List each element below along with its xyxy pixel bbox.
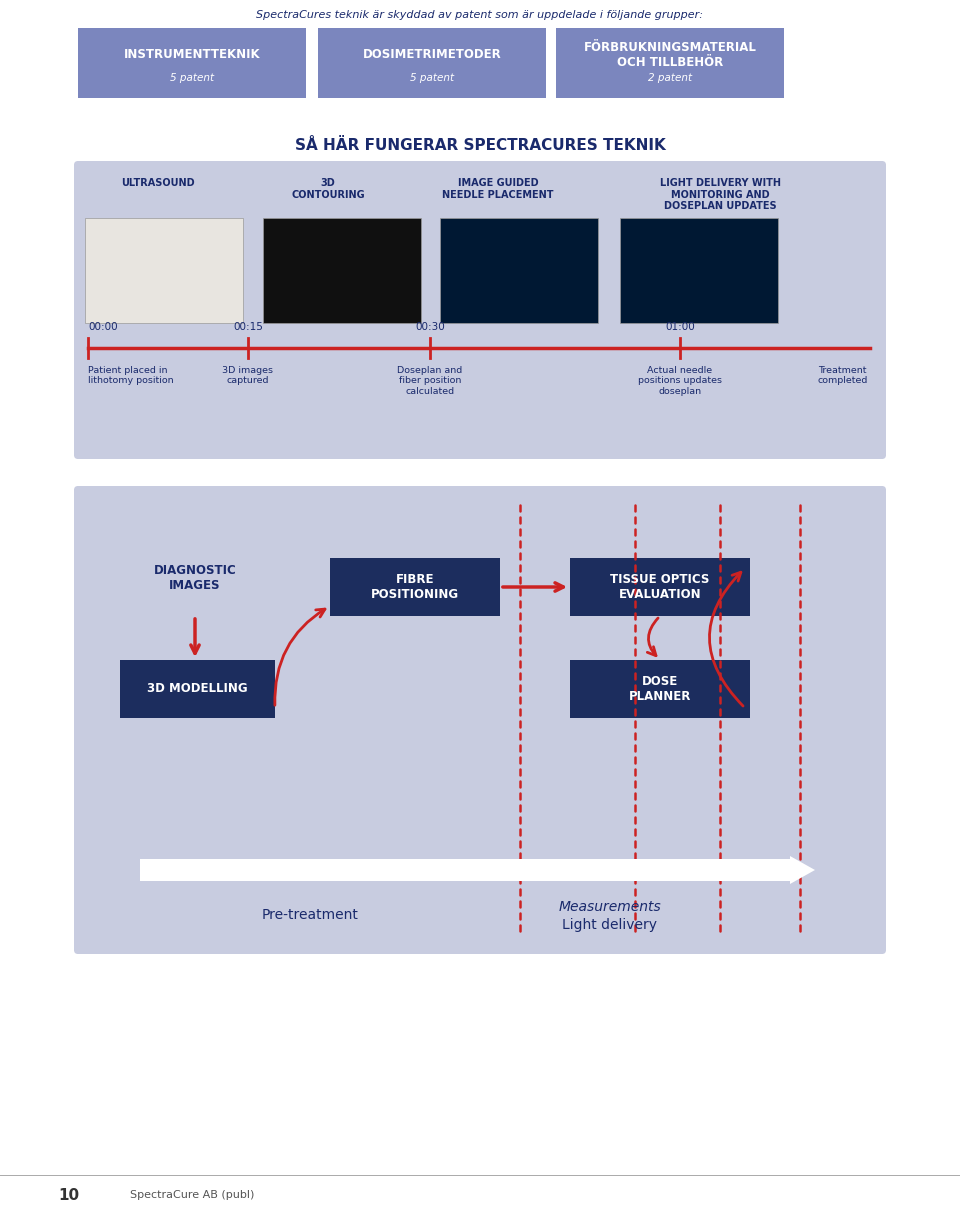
Text: Actual needle
positions updates
doseplan: Actual needle positions updates doseplan [638, 366, 722, 396]
Text: 00:00: 00:00 [88, 322, 118, 332]
Bar [570, 660, 750, 718]
Bar [318, 28, 546, 98]
Text: Doseplan and
fiber position
calculated: Doseplan and fiber position calculated [397, 366, 463, 396]
Bar [556, 28, 784, 98]
Text: Patient placed in
lithotomy position: Patient placed in lithotomy position [88, 366, 174, 385]
Bar [263, 217, 421, 323]
Bar [78, 28, 306, 98]
Text: 5 patent: 5 patent [170, 73, 214, 84]
Text: LIGHT DELIVERY WITH
MONITORING AND
DOSEPLAN UPDATES: LIGHT DELIVERY WITH MONITORING AND DOSEP… [660, 179, 780, 211]
Text: 00:15: 00:15 [233, 322, 263, 332]
Text: Light delivery: Light delivery [563, 919, 658, 932]
Text: SÅ HÄR FUNGERAR SPECTRACURES TEKNIK: SÅ HÄR FUNGERAR SPECTRACURES TEKNIK [295, 139, 665, 153]
Text: Measurements: Measurements [559, 900, 661, 914]
Text: 01:00: 01:00 [665, 322, 695, 332]
Bar [440, 217, 598, 323]
Text: SpectraCures teknik är skyddad av patent som är uppdelade i följande grupper:: SpectraCures teknik är skyddad av patent… [256, 10, 704, 19]
Text: Treatment
completed: Treatment completed [818, 366, 868, 385]
FancyBboxPatch shape [74, 486, 886, 954]
Text: DIAGNOSTIC
IMAGES: DIAGNOSTIC IMAGES [154, 564, 236, 592]
Text: 5 patent: 5 patent [410, 73, 454, 84]
Text: DOSIMETRIMETODER: DOSIMETRIMETODER [363, 49, 501, 61]
Bar [570, 558, 750, 616]
Bar [620, 217, 778, 323]
FancyArrow shape [140, 857, 815, 885]
FancyBboxPatch shape [74, 162, 886, 459]
Text: INSTRUMENTTEKNIK: INSTRUMENTTEKNIK [124, 49, 260, 61]
Text: 2 patent: 2 patent [648, 73, 692, 84]
Bar [120, 660, 275, 718]
Text: 10: 10 [58, 1187, 79, 1203]
Text: FIBRE
POSITIONING: FIBRE POSITIONING [371, 573, 459, 601]
Text: 3D images
captured: 3D images captured [223, 366, 274, 385]
Text: SpectraCure AB (publ): SpectraCure AB (publ) [130, 1189, 254, 1200]
Text: 3D
CONTOURING: 3D CONTOURING [291, 179, 365, 199]
Text: TISSUE OPTICS
EVALUATION: TISSUE OPTICS EVALUATION [611, 573, 709, 601]
Text: Pre-treatment: Pre-treatment [261, 908, 358, 922]
Text: 00:30: 00:30 [415, 322, 444, 332]
Text: FÖRBRUKNINGSMATERIAL
OCH TILLBEHÖR: FÖRBRUKNINGSMATERIAL OCH TILLBEHÖR [584, 40, 756, 68]
Bar [85, 217, 243, 323]
Text: ULTRASOUND: ULTRASOUND [121, 179, 195, 188]
Text: IMAGE GUIDED
NEEDLE PLACEMENT: IMAGE GUIDED NEEDLE PLACEMENT [443, 179, 554, 199]
Bar [330, 558, 500, 616]
Text: DOSE
PLANNER: DOSE PLANNER [629, 676, 691, 703]
Text: 3D MODELLING: 3D MODELLING [147, 683, 248, 695]
